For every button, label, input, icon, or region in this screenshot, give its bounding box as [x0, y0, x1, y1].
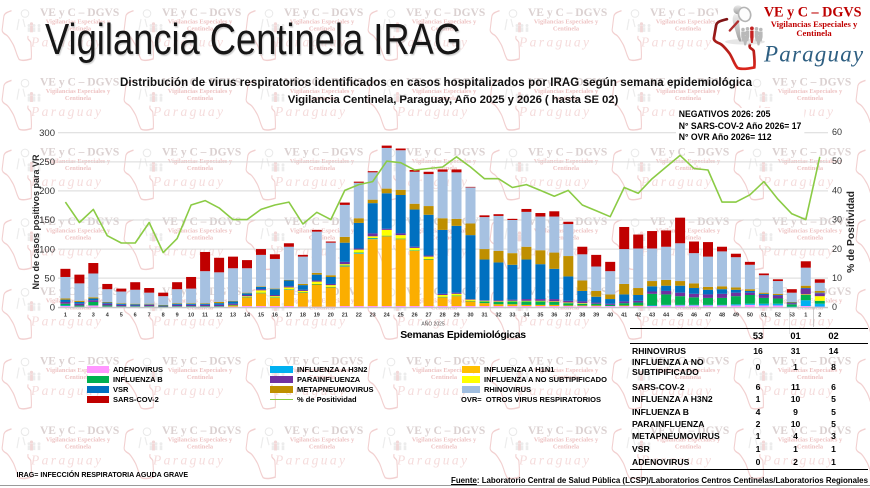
svg-text:27: 27 [426, 313, 432, 319]
svg-text:100: 100 [39, 244, 55, 255]
svg-text:7: 7 [148, 313, 151, 319]
svg-text:% de Positividad: % de Positividad [846, 191, 857, 273]
svg-text:47: 47 [705, 313, 711, 319]
svg-text:31: 31 [481, 313, 487, 319]
svg-text:40: 40 [832, 185, 842, 195]
svg-text:20: 20 [832, 244, 842, 254]
svg-text:32: 32 [495, 313, 501, 319]
svg-text:41: 41 [621, 313, 627, 319]
svg-text:52: 52 [775, 313, 781, 319]
svg-text:39: 39 [593, 313, 599, 319]
svg-text:49: 49 [733, 313, 739, 319]
svg-text:35: 35 [537, 313, 543, 319]
svg-text:33: 33 [509, 313, 515, 319]
svg-text:300: 300 [39, 128, 55, 139]
svg-text:11: 11 [202, 313, 208, 319]
svg-text:46: 46 [691, 313, 697, 319]
svg-text:22: 22 [356, 313, 362, 319]
svg-text:8: 8 [162, 313, 165, 319]
svg-text:36: 36 [551, 313, 557, 319]
svg-text:19: 19 [314, 313, 320, 319]
svg-text:13: 13 [230, 313, 236, 319]
svg-text:14: 14 [244, 313, 251, 319]
svg-text:23: 23 [370, 313, 376, 319]
svg-text:1: 1 [64, 313, 67, 319]
svg-text:0: 0 [832, 302, 837, 312]
svg-text:2: 2 [78, 313, 81, 319]
svg-text:Paraguay: Paraguay [763, 42, 864, 67]
svg-text:9: 9 [176, 313, 179, 319]
svg-text:45: 45 [677, 313, 683, 319]
svg-text:Vigilancias Especiales y: Vigilancias Especiales y [771, 19, 858, 29]
svg-text:28: 28 [440, 313, 446, 319]
svg-text:50: 50 [747, 313, 753, 319]
svg-text:30: 30 [832, 215, 842, 225]
svg-text:5: 5 [120, 313, 123, 319]
svg-text:0: 0 [50, 302, 55, 313]
svg-text:2: 2 [818, 313, 821, 319]
svg-text:20: 20 [328, 313, 334, 319]
svg-text:Centinela: Centinela [796, 28, 832, 38]
svg-text:34: 34 [523, 313, 530, 319]
svg-text:51: 51 [761, 313, 767, 319]
svg-text:15: 15 [258, 313, 264, 319]
svg-text:44: 44 [663, 313, 670, 319]
svg-text:60: 60 [832, 127, 842, 137]
svg-text:43: 43 [649, 313, 655, 319]
svg-text:24: 24 [384, 313, 391, 319]
svg-text:Nro de casos positivos para VR: Nro de casos positivos para VR [31, 154, 41, 290]
svg-text:53: 53 [789, 313, 795, 319]
svg-text:10: 10 [188, 313, 194, 319]
svg-text:VE y C – DGVS: VE y C – DGVS [764, 5, 862, 21]
svg-text:4: 4 [106, 313, 110, 319]
svg-text:250: 250 [39, 157, 55, 168]
svg-text:17: 17 [286, 313, 292, 319]
svg-text:6: 6 [134, 313, 137, 319]
svg-text:200: 200 [39, 186, 55, 197]
svg-text:37: 37 [565, 313, 571, 319]
svg-text:29: 29 [453, 313, 459, 319]
svg-text:50: 50 [44, 273, 55, 284]
svg-text:1: 1 [804, 313, 807, 319]
svg-text:12: 12 [216, 313, 222, 319]
svg-text:38: 38 [579, 313, 585, 319]
svg-text:40: 40 [607, 313, 613, 319]
svg-text:3: 3 [92, 313, 95, 319]
svg-text:AÑO 2025: AÑO 2025 [421, 321, 445, 328]
svg-text:30: 30 [467, 313, 473, 319]
svg-text:10: 10 [832, 273, 842, 283]
svg-text:48: 48 [719, 313, 725, 319]
svg-text:42: 42 [635, 313, 641, 319]
svg-text:18: 18 [300, 313, 306, 319]
svg-text:25: 25 [398, 313, 404, 319]
svg-text:50: 50 [832, 156, 842, 166]
svg-text:26: 26 [412, 313, 418, 319]
svg-text:150: 150 [39, 215, 55, 226]
svg-text:16: 16 [272, 313, 278, 319]
svg-text:21: 21 [342, 313, 348, 319]
